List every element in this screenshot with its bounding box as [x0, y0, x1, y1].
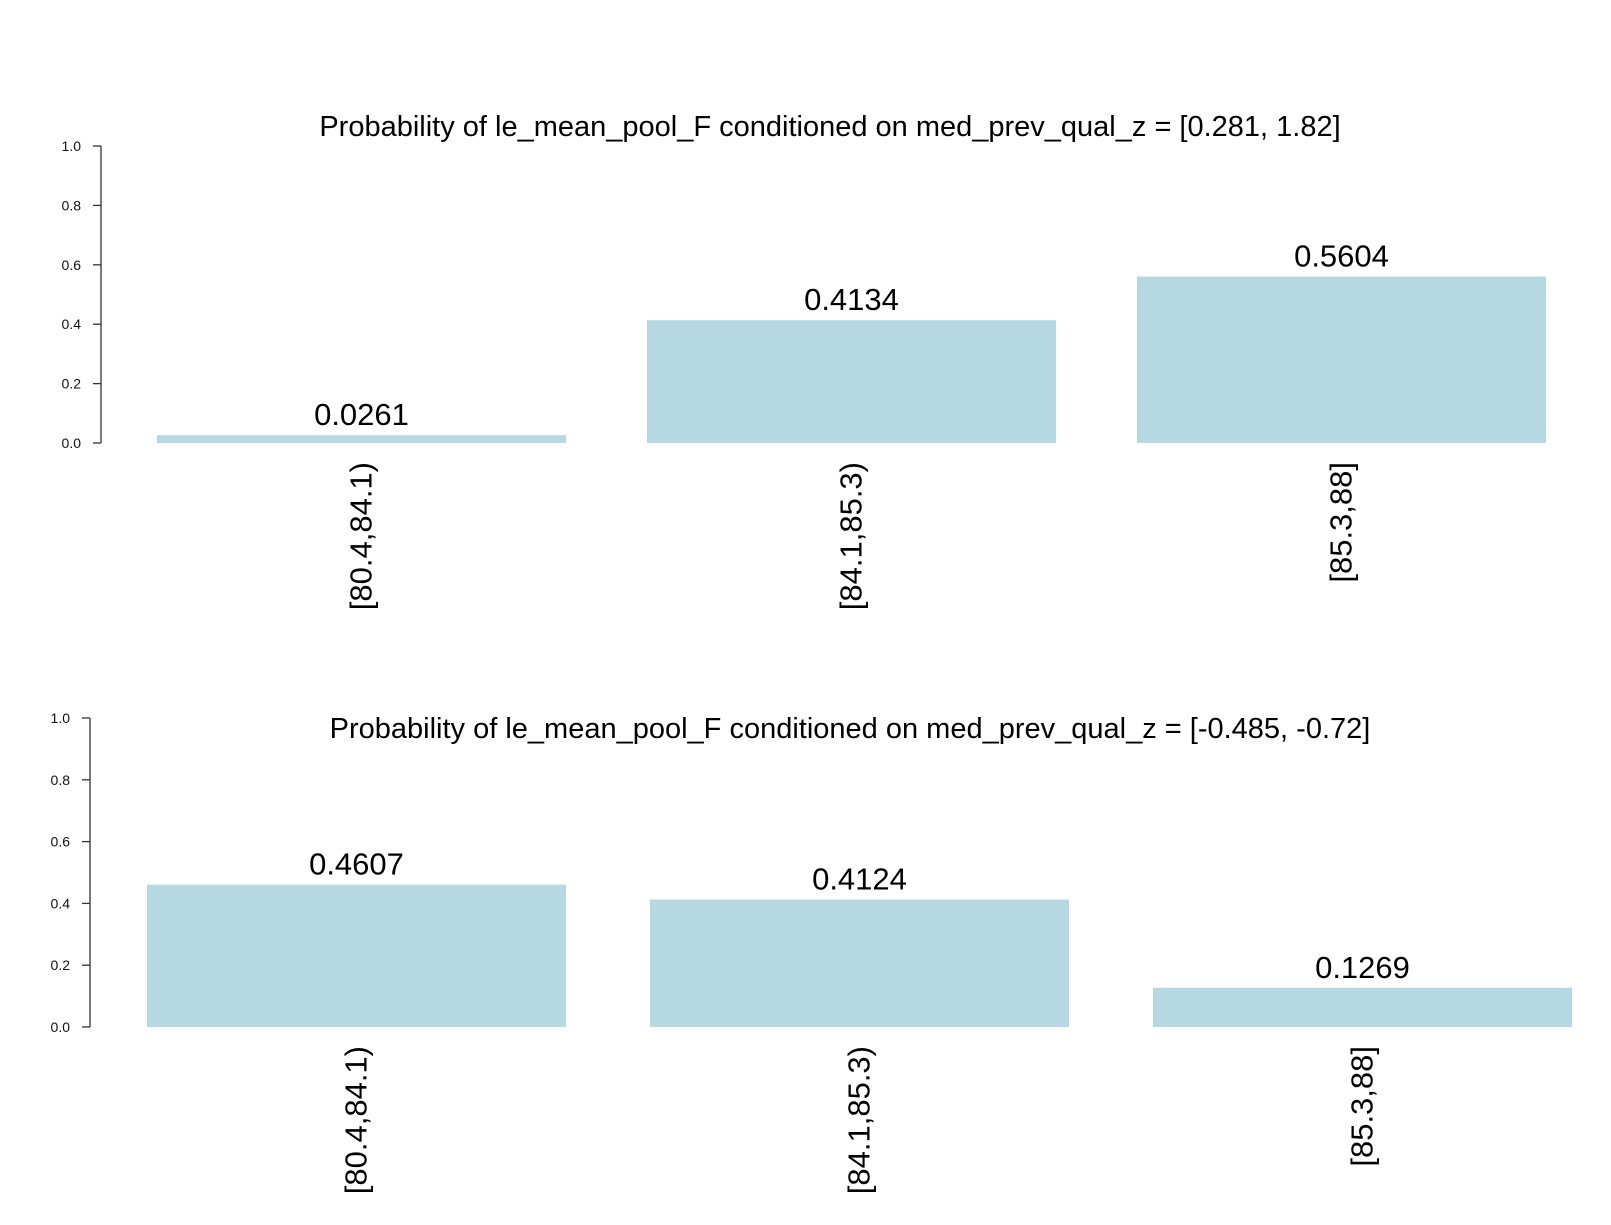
- chart-title: Probability of le_mean_pool_F conditione…: [330, 713, 1371, 745]
- chart-title: Probability of le_mean_pool_F conditione…: [319, 111, 1340, 143]
- y-tick-label: 0.4: [51, 895, 71, 911]
- bar: [650, 899, 1069, 1027]
- bar: [147, 884, 566, 1027]
- bar-value-label: 0.4607: [309, 847, 404, 882]
- chart-top: Probability of le_mean_pool_F conditione…: [62, 111, 1546, 610]
- y-tick-label: 1.0: [51, 710, 71, 726]
- y-tick-label: 0.0: [62, 435, 82, 451]
- bar-value-label: 0.0261: [314, 397, 409, 432]
- x-category-label: [80.4,84.1): [339, 1046, 374, 1194]
- x-category-label: [85.3,88]: [1324, 462, 1359, 583]
- bar: [1153, 987, 1572, 1027]
- y-tick-label: 0.0: [51, 1019, 71, 1035]
- x-category-label: [80.4,84.1): [344, 462, 379, 610]
- bar: [157, 435, 566, 443]
- x-category-label: [84.1,85.3): [834, 462, 869, 610]
- bar: [1137, 276, 1546, 443]
- bar-value-label: 0.4134: [804, 282, 899, 317]
- bar: [647, 320, 1056, 443]
- y-tick-label: 0.8: [51, 772, 71, 788]
- y-tick-label: 1.0: [62, 138, 82, 154]
- y-tick-label: 0.4: [62, 316, 82, 332]
- y-tick-label: 0.6: [62, 257, 82, 273]
- y-tick-label: 0.2: [51, 957, 71, 973]
- bar-value-label: 0.1269: [1315, 950, 1410, 985]
- y-tick-label: 0.2: [62, 376, 82, 392]
- y-tick-label: 0.6: [51, 834, 71, 850]
- bar-value-label: 0.4124: [812, 862, 907, 897]
- chart-bottom: Probability of le_mean_pool_F conditione…: [51, 710, 1572, 1194]
- x-category-label: [85.3,88]: [1345, 1046, 1380, 1167]
- bar-value-label: 0.5604: [1294, 239, 1389, 274]
- y-tick-label: 0.8: [62, 197, 82, 213]
- x-category-label: [84.1,85.3): [842, 1046, 877, 1194]
